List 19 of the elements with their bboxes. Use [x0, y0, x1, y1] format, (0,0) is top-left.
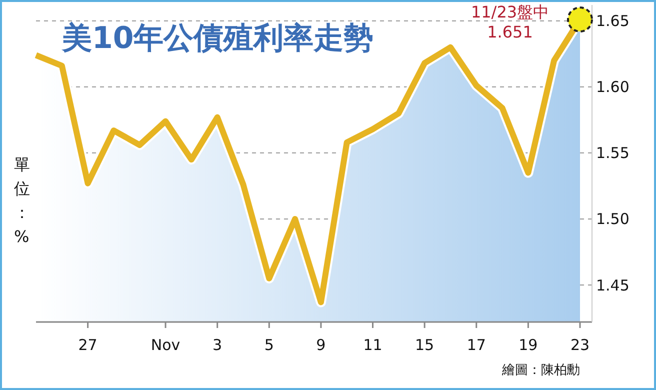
x-tick-label: 23: [570, 336, 590, 354]
text: 繪圖：陳柏勳: [501, 363, 580, 378]
x-tick-label: 5: [264, 336, 274, 354]
y-tick-label: 1.50: [596, 210, 630, 228]
y-tick-label: 1.60: [596, 78, 630, 96]
x-tick-label: 3: [212, 336, 222, 354]
y-tick-label: 1.45: [596, 276, 630, 294]
y-tick-label: 1.55: [596, 144, 630, 162]
y-axis-title: 單位：%: [14, 155, 30, 246]
x-tick-label: 11: [363, 336, 382, 354]
x-tick-label: Nov: [150, 336, 180, 354]
x-tick-label: 9: [316, 336, 326, 354]
y-tick-label: 1.65: [596, 12, 630, 30]
x-tick-label: 27: [78, 336, 98, 354]
x-tick-label: 17: [466, 336, 486, 354]
annotation: 11/23盤中 1.651: [470, 2, 550, 42]
x-tick-label: 19: [518, 336, 538, 354]
text: 美10年公債殖利率走勢: [61, 21, 374, 56]
x-tick-label: 15: [415, 336, 434, 354]
